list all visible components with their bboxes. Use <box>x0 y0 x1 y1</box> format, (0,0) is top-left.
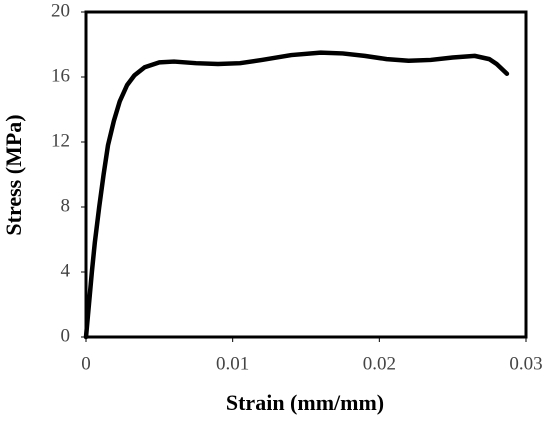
x-axis-title: Strain (mm/mm) <box>226 390 384 415</box>
y-tick-label: 20 <box>51 0 70 21</box>
x-tick-label: 0.03 <box>509 353 542 374</box>
y-tick-label: 16 <box>51 65 70 86</box>
y-tick-label: 12 <box>51 130 70 151</box>
plot-frame <box>84 10 528 339</box>
y-tick-label: 4 <box>61 260 71 281</box>
x-tick-label: 0 <box>81 353 91 374</box>
x-tick-label: 0.02 <box>363 353 396 374</box>
y-axis-title: Stress (MPa) <box>1 114 26 235</box>
y-tick-label: 0 <box>61 325 71 346</box>
y-tick-label: 8 <box>61 195 71 216</box>
x-tick-label: 0.01 <box>216 353 249 374</box>
data-line <box>83 50 510 340</box>
